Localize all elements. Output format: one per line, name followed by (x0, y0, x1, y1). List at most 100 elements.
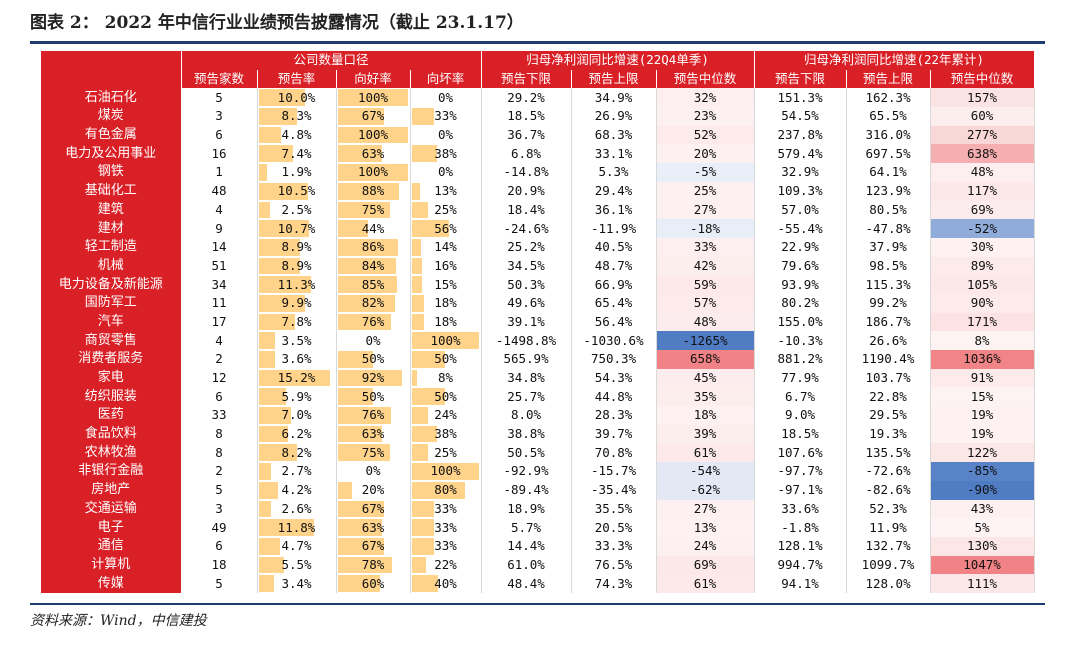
cell-bad-value: 25% (434, 201, 457, 217)
cell-rate-bar (258, 313, 295, 331)
cell-q4_hi: 76.5% (571, 555, 657, 575)
cell-q4_mid: -54% (656, 462, 755, 481)
cell-q4_mid: -1265% (656, 331, 755, 350)
industry-name: 医药 (41, 406, 182, 425)
cell-q4_hi: 33.1% (571, 144, 657, 164)
cell-y_hi: 98.5% (846, 256, 931, 276)
cell-q4_hi: 20.5% (571, 518, 657, 537)
cell-rate-bar (258, 332, 275, 349)
cell-rate: 9.9% (257, 293, 337, 313)
cell-good-value: 100% (357, 127, 389, 143)
industry-name: 交通运输 (41, 499, 182, 519)
cell-y_mid: -90% (930, 480, 1035, 500)
cell-q4_lo: -92.9% (481, 462, 572, 481)
table-row: 煤炭 3 8.3% 67% 33% 18.5% 26.9% 23% 54.5% 65.5% 60% (41, 107, 1035, 126)
cell-good-value: 75% (361, 444, 385, 460)
cell-y_mid: 117% (930, 181, 1035, 201)
cell-bad: 100% (410, 462, 482, 481)
cell-count: 4 (181, 331, 258, 350)
cell-rate-value: 10.7% (277, 220, 316, 236)
cell-y_mid: 122% (930, 443, 1035, 463)
cell-bad-bar (411, 425, 438, 443)
cell-rate-bar (258, 481, 279, 499)
cell-good: 67% (336, 499, 411, 519)
cell-rate: 1.9% (257, 163, 337, 182)
table-body: 石油石化 5 10.0% 100% 0% 29.2% 34.9% 32% 151.3% 162.3… (41, 88, 1035, 593)
cell-good-bar (337, 351, 373, 368)
cell-y_hi: 80.5% (846, 200, 931, 220)
cell-count: 34 (181, 275, 258, 294)
cell-q4_mid: 25% (656, 181, 755, 201)
cell-count: 3 (181, 499, 258, 519)
table-row: 国防军工 11 9.9% 82% 18% 49.6% 65.4% 57% 80.2% 99.2% 9… (41, 293, 1035, 313)
cell-y_lo: 155.0% (754, 312, 847, 332)
cell-bad: 8% (410, 368, 482, 388)
industry-name: 传媒 (41, 574, 182, 593)
cell-bad-value: 13% (434, 183, 457, 199)
cell-good-value: 84% (361, 257, 385, 273)
cell-bad-bar (411, 575, 439, 592)
cell-rate-value: 7.8% (281, 313, 312, 329)
industry-name: 建筑 (41, 200, 182, 220)
cell-q4_mid: 27% (656, 200, 755, 220)
cell-bad: 22% (410, 555, 482, 575)
cell-q4_mid: 57% (656, 293, 755, 313)
cell-bad-value: 40% (434, 575, 457, 591)
cell-rate: 11.3% (257, 275, 337, 294)
cell-good-bar (337, 182, 400, 200)
cell-count: 33 (181, 406, 258, 425)
cell-y_lo: 107.6% (754, 443, 847, 463)
cell-rate-value: 8.2% (281, 444, 312, 460)
cell-q4_lo: 25.7% (481, 387, 572, 407)
cell-q4_hi: 750.3% (571, 350, 657, 369)
cell-good-value: 67% (361, 538, 385, 554)
cell-rate: 10.5% (257, 181, 337, 201)
cell-q4_mid: 39% (656, 424, 755, 444)
cell-bad-value: 33% (434, 538, 457, 554)
cell-count: 3 (181, 107, 258, 126)
cell-good-bar (337, 556, 393, 574)
industry-name: 电力设备及新能源 (41, 275, 182, 294)
cell-q4_lo: 50.5% (481, 443, 572, 463)
cell-q4_hi: 74.3% (571, 574, 657, 593)
cell-y_lo: 79.6% (754, 256, 847, 276)
cell-bad-bar (411, 481, 466, 499)
cell-good-value: 63% (361, 426, 385, 442)
industry-name: 商贸零售 (41, 331, 182, 350)
cell-good-value: 82% (361, 295, 385, 311)
industry-name: 家电 (41, 368, 182, 388)
cell-count: 8 (181, 443, 258, 463)
cell-bad-value: 38% (434, 426, 457, 442)
industry-name: 轻工制造 (41, 237, 182, 257)
industry-name: 通信 (41, 536, 182, 556)
source-note: 资料来源：Wind，中信建投 (30, 613, 207, 629)
cell-good-value: 67% (361, 108, 385, 124)
cell-count: 18 (181, 555, 258, 575)
cell-good: 75% (336, 200, 411, 220)
cell-good-bar (337, 575, 380, 592)
cell-bad-bar (411, 108, 434, 125)
industry-name: 基础化工 (41, 181, 182, 201)
cell-good-bar (337, 500, 385, 518)
cell-rate-bar (258, 463, 272, 480)
column-header-row: 预告家数 预告率 向好率 向坏率 预告下限 预告上限 预告中位数 预告下限 预告… (41, 69, 1035, 89)
cell-rate: 2.6% (257, 499, 337, 519)
table-row: 消费者服务 2 3.6% 50% 50% 565.9% 750.3% 658% 881.2% 11… (41, 350, 1035, 369)
cell-bad-value: 18% (434, 313, 457, 329)
cell-q4_lo: 25.2% (481, 237, 572, 257)
cell-y_lo: 93.9% (754, 275, 847, 294)
cell-q4_mid: 658% (656, 350, 755, 369)
cell-q4_hi: 48.7% (571, 256, 657, 276)
cell-y_hi: 22.8% (846, 387, 931, 407)
cell-good: 67% (336, 536, 411, 556)
cell-y_hi: 132.7% (846, 536, 931, 556)
cell-y_mid: 30% (930, 237, 1035, 257)
cell-y_lo: 151.3% (754, 88, 847, 108)
cell-bad-value: 33% (434, 108, 457, 124)
cell-y_mid: 1047% (930, 555, 1035, 575)
industry-name: 国防军工 (41, 293, 182, 313)
cell-q4_mid: -18% (656, 219, 755, 238)
cell-y_hi: 26.6% (846, 331, 931, 350)
cell-rate-value: 8.9% (281, 239, 312, 255)
cell-q4_mid: 20% (656, 144, 755, 164)
